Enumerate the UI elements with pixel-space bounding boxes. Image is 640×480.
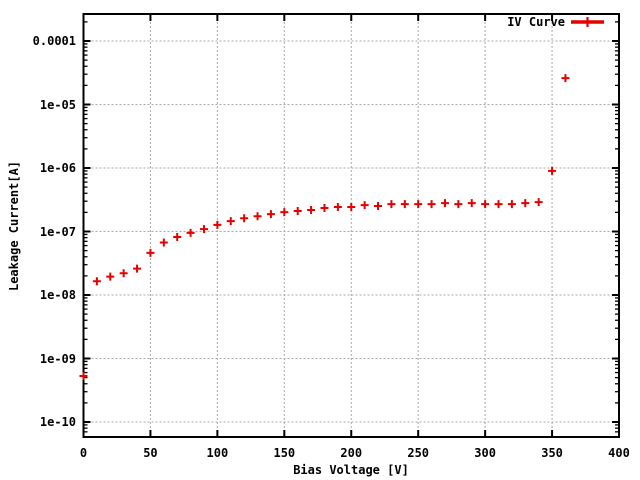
x-tick-label: 150 bbox=[273, 446, 296, 460]
data-point-marker bbox=[507, 200, 516, 209]
x-tick-label: 350 bbox=[541, 446, 563, 460]
x-tick-label: 0 bbox=[79, 446, 88, 460]
data-point-marker bbox=[320, 204, 329, 213]
data-point-marker bbox=[467, 199, 476, 208]
y-tick-label: 1e-06 bbox=[39, 161, 76, 175]
y-tick-label: 1e-10 bbox=[39, 415, 76, 429]
data-point-marker bbox=[266, 210, 275, 219]
x-axis-title: Bias Voltage [V] bbox=[293, 463, 409, 477]
data-point-marker bbox=[226, 217, 235, 226]
data-point-marker bbox=[240, 214, 249, 223]
y-tick-label: 1e-09 bbox=[39, 351, 76, 366]
data-point-marker bbox=[387, 200, 396, 209]
data-point-marker bbox=[548, 166, 557, 175]
data-point-marker bbox=[534, 198, 543, 207]
data-point-marker bbox=[199, 225, 208, 234]
data-point-marker bbox=[521, 199, 530, 208]
data-point-marker bbox=[213, 220, 222, 229]
y-tick-label: 0.0001 bbox=[32, 34, 76, 48]
data-point-marker bbox=[414, 200, 423, 209]
data-point-marker bbox=[293, 207, 302, 216]
legend-label: IV Curve bbox=[507, 15, 565, 29]
y-tick-label: 1e-07 bbox=[39, 224, 76, 239]
data-point-marker bbox=[159, 238, 168, 247]
data-point-marker bbox=[253, 212, 262, 221]
data-point-marker bbox=[92, 277, 101, 286]
data-point-marker bbox=[561, 74, 570, 83]
data-point-marker bbox=[280, 208, 289, 217]
x-tick-label: 50 bbox=[143, 446, 158, 460]
legend-point-sample bbox=[582, 17, 593, 27]
data-point-marker bbox=[106, 272, 115, 281]
data-point-marker bbox=[79, 372, 88, 381]
data-point-marker bbox=[333, 203, 342, 212]
data-point-marker bbox=[146, 248, 155, 257]
data-point-marker bbox=[481, 200, 490, 209]
x-tick-label: 200 bbox=[340, 446, 363, 460]
data-point-marker bbox=[494, 200, 503, 209]
plot-border bbox=[82, 13, 620, 438]
x-tick-label: 400 bbox=[608, 446, 630, 460]
data-point-marker bbox=[186, 228, 195, 237]
data-point-marker bbox=[307, 206, 316, 215]
x-tick-label: 300 bbox=[474, 446, 496, 460]
y-tick-label: 1e-08 bbox=[39, 288, 76, 302]
data-point-marker bbox=[173, 232, 182, 241]
data-point-marker bbox=[427, 200, 436, 209]
x-tick-label: 250 bbox=[407, 446, 430, 460]
data-point-marker bbox=[440, 199, 449, 208]
data-point-marker bbox=[347, 203, 356, 212]
data-point-marker bbox=[400, 200, 409, 209]
data-point-marker bbox=[454, 200, 463, 209]
data-point-marker bbox=[374, 202, 383, 211]
data-point-marker bbox=[119, 269, 128, 278]
data-point-marker bbox=[133, 264, 142, 273]
y-tick-label: 1e-05 bbox=[39, 97, 76, 112]
x-tick-label: 100 bbox=[206, 446, 229, 460]
data-point-marker bbox=[360, 201, 369, 210]
